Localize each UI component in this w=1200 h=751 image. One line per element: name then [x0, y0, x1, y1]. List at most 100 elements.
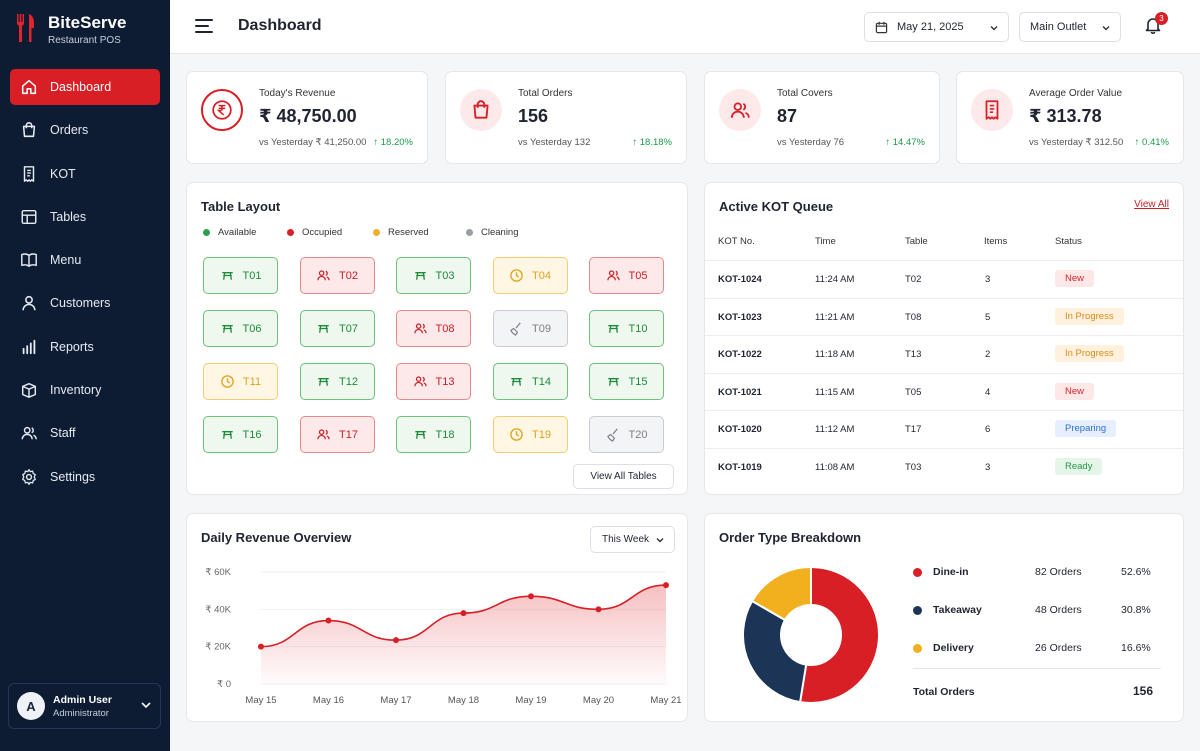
- users-icon: [730, 102, 750, 118]
- table-t17[interactable]: T17: [299, 416, 375, 453]
- kpi-icon-circle: [971, 89, 1013, 131]
- sidebar-item-label: Inventory: [50, 383, 102, 398]
- sidebar-item-staff[interactable]: Staff: [10, 415, 160, 451]
- sidebar-item-menu[interactable]: Menu: [10, 242, 160, 278]
- table-id: T12: [339, 375, 358, 388]
- table-t02[interactable]: T02: [299, 257, 375, 294]
- table-row[interactable]: KOT-1021 11:15 AM T05 4 New: [705, 372, 1183, 411]
- legend-cleaning: Cleaning: [466, 227, 519, 238]
- users-icon: [413, 323, 427, 334]
- table-t11[interactable]: T11: [203, 363, 278, 400]
- sidebar-item-settings[interactable]: Settings: [10, 459, 160, 495]
- table-row[interactable]: KOT-1019 11:08 AM T03 3 Ready: [705, 447, 1183, 486]
- sidebar-item-customers[interactable]: Customers: [10, 285, 160, 321]
- table-t07[interactable]: T07: [299, 310, 375, 347]
- table-row[interactable]: KOT-1020 11:12 AM T17 6 Preparing: [705, 410, 1183, 448]
- kot-number: KOT-1021: [718, 386, 762, 398]
- kpi-label: Today's Revenue: [259, 88, 336, 99]
- date-picker[interactable]: May 21, 2025: [864, 12, 1009, 42]
- kot-time: 11:24 AM: [815, 274, 855, 285]
- total-orders-label: Total Orders: [913, 686, 975, 698]
- kot-column-header: Table: [905, 236, 928, 247]
- table-t01[interactable]: T01: [203, 257, 278, 294]
- kot-queue-title: Active KOT Queue: [719, 199, 834, 214]
- kpi-icon-circle: [460, 89, 502, 131]
- table-t05[interactable]: T05: [589, 257, 664, 294]
- user-profile[interactable]: A Admin User Administrator: [8, 683, 161, 729]
- hamburger-menu-icon[interactable]: [194, 17, 214, 35]
- view-all-kot-link[interactable]: View All: [1134, 199, 1169, 210]
- table-row[interactable]: KOT-1023 11:21 AM T08 5 In Progress: [705, 297, 1183, 336]
- kpi-card: Total Orders 156 vs Yesterday 132 ↑ 18.18%: [445, 71, 687, 164]
- legend-reserved: Reserved: [373, 227, 429, 238]
- table-t06[interactable]: T06: [203, 310, 278, 347]
- notification-button[interactable]: 3: [1144, 12, 1168, 36]
- brand: BiteServe Restaurant POS: [14, 12, 126, 47]
- user-role: Administrator: [53, 707, 109, 719]
- revenue-point: [663, 582, 669, 589]
- kot-table: T03: [905, 461, 922, 473]
- table-t03[interactable]: T03: [396, 257, 471, 294]
- sidebar-item-label: Reports: [50, 339, 94, 354]
- table-t04[interactable]: T04: [492, 257, 568, 294]
- table-t12[interactable]: T12: [299, 363, 375, 400]
- sidebar-item-inventory[interactable]: Inventory: [10, 372, 160, 408]
- table-t14[interactable]: T14: [492, 363, 568, 400]
- sidebar-item-label: Tables: [50, 209, 87, 224]
- sidebar-item-tables[interactable]: Tables: [10, 199, 160, 235]
- order-type-count: 48 Orders: [1035, 604, 1082, 616]
- kot-items: 3: [985, 461, 991, 473]
- gear-icon: [22, 468, 36, 485]
- sidebar-item-dashboard[interactable]: Dashboard: [10, 69, 160, 105]
- table-t20[interactable]: T20: [589, 416, 664, 453]
- order-type-label: Takeaway: [933, 604, 982, 616]
- table-row[interactable]: KOT-1022 11:18 AM T13 2 In Progress: [705, 335, 1183, 373]
- book-icon: [21, 253, 37, 268]
- table-t08[interactable]: T08: [396, 310, 471, 347]
- table-t15[interactable]: T15: [589, 363, 664, 400]
- calendar-icon: [875, 21, 888, 33]
- sidebar-item-reports[interactable]: Reports: [10, 329, 160, 365]
- order-type-count: 82 Orders: [1035, 566, 1082, 578]
- legend-label: Cleaning: [481, 227, 519, 238]
- kpi-compare: vs Yesterday 76: [777, 137, 845, 148]
- table-icon: [21, 209, 37, 224]
- users-icon: [317, 429, 330, 440]
- kot-items: 5: [985, 311, 991, 323]
- page-title: Dashboard: [238, 17, 322, 34]
- period-select[interactable]: This Week: [590, 526, 675, 553]
- kpi-change: ↑ 18.18%: [632, 137, 672, 148]
- table-t09[interactable]: T09: [492, 310, 568, 347]
- notification-badge: 3: [1155, 12, 1168, 25]
- table-chair-icon: [414, 272, 426, 280]
- order-type-label: Dine-in: [933, 566, 969, 578]
- sidebar-item-kot[interactable]: KOT: [10, 156, 160, 192]
- kpi-value: ₹ 313.78: [1029, 106, 1102, 126]
- order-type-dot: [913, 606, 922, 615]
- outlet-select[interactable]: Main Outlet: [1019, 12, 1121, 42]
- table-row[interactable]: KOT-1024 11:24 AM T02 3 New: [705, 260, 1183, 298]
- table-t13[interactable]: T13: [396, 363, 471, 400]
- view-all-tables-button[interactable]: View All Tables: [573, 464, 674, 489]
- donut-slice-dine-in: [798, 565, 880, 704]
- y-tick-label: ₹ 40K: [205, 604, 231, 615]
- table-chair-icon: [221, 272, 233, 280]
- x-tick-label: May 16: [313, 695, 344, 706]
- table-t10[interactable]: T10: [589, 310, 664, 347]
- order-type-percent: 30.8%: [1121, 604, 1151, 616]
- kpi-compare: vs Yesterday ₹ 312.50: [1029, 137, 1124, 148]
- kpi-compare: vs Yesterday 132: [518, 137, 591, 148]
- total-orders-value: 156: [1133, 684, 1154, 698]
- kpi-value: 156: [518, 106, 549, 126]
- kpi-card: Total Covers 87 vs Yesterday 76 ↑ 14.47%: [704, 71, 940, 164]
- table-chair-icon: [221, 431, 233, 439]
- table-t16[interactable]: T16: [203, 416, 278, 453]
- kot-column-header: Status: [1055, 236, 1082, 247]
- legend-label: Available: [218, 227, 257, 238]
- sidebar-item-orders[interactable]: Orders: [10, 112, 160, 148]
- bar-chart-icon: [22, 339, 36, 354]
- table-t18[interactable]: T18: [396, 416, 471, 453]
- table-id: T03: [435, 269, 455, 282]
- table-t19[interactable]: T19: [492, 416, 568, 453]
- revenue-point: [325, 617, 332, 624]
